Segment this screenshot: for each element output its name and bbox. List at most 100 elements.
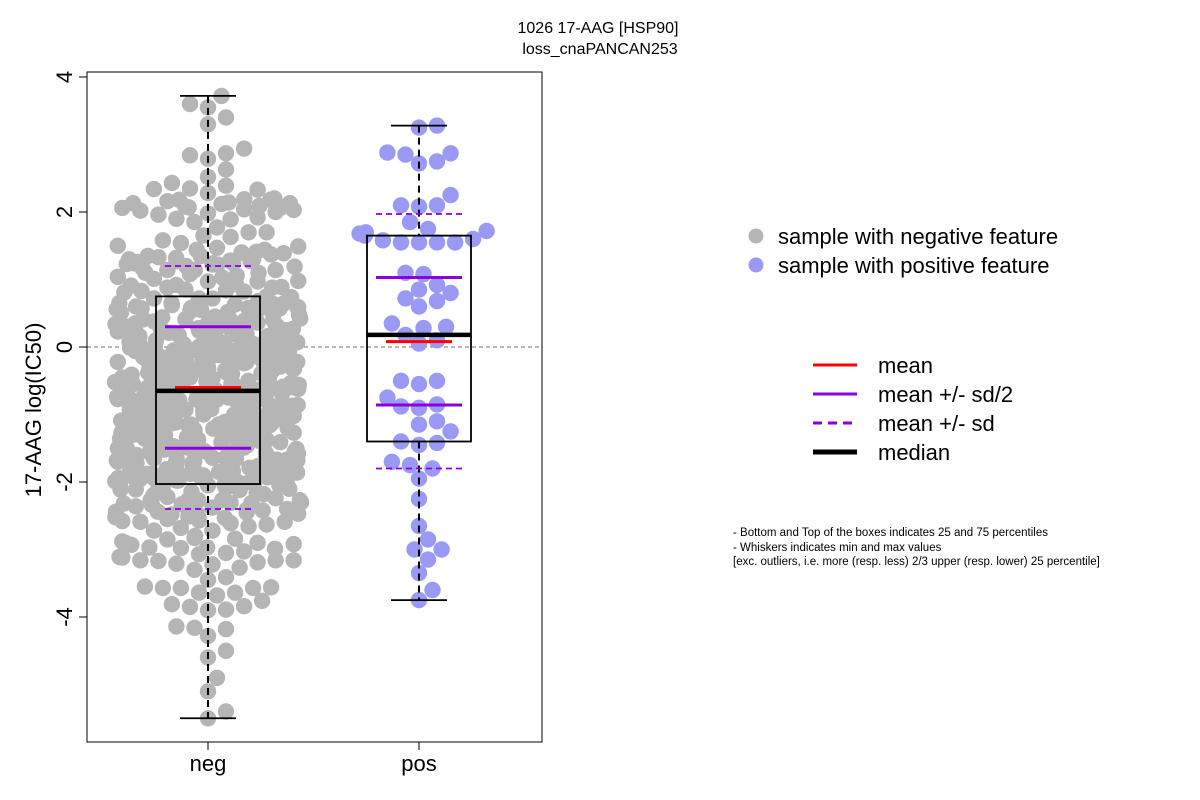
point-pos bbox=[401, 456, 419, 474]
point-neg bbox=[233, 244, 250, 261]
point-neg bbox=[199, 99, 217, 116]
point-neg bbox=[226, 296, 244, 313]
point-neg bbox=[208, 219, 226, 236]
point-neg bbox=[249, 554, 266, 571]
point-neg bbox=[217, 109, 235, 126]
point-neg bbox=[124, 195, 142, 212]
point-neg bbox=[226, 530, 244, 547]
point-neg bbox=[199, 205, 217, 222]
point-neg bbox=[236, 191, 253, 208]
point-pos bbox=[392, 197, 410, 214]
point-pos bbox=[428, 434, 446, 452]
chart-title-line1: 1026 17-AAG [HSP90] bbox=[518, 20, 679, 37]
point-neg bbox=[217, 703, 235, 720]
point-neg bbox=[168, 210, 185, 227]
point-neg bbox=[145, 180, 163, 198]
point-neg bbox=[144, 465, 161, 483]
chart-title-line2: loss_cnaPANCAN253 bbox=[522, 41, 677, 58]
point-pos bbox=[410, 298, 428, 315]
point-neg bbox=[109, 268, 127, 285]
point-neg bbox=[186, 213, 203, 231]
point-neg bbox=[163, 596, 181, 613]
point-neg bbox=[266, 540, 284, 557]
point-neg bbox=[204, 522, 221, 539]
point-neg bbox=[188, 241, 205, 258]
point-pos bbox=[410, 399, 428, 416]
point-pos bbox=[383, 315, 401, 332]
point-neg bbox=[145, 522, 163, 539]
point-pos bbox=[410, 490, 428, 508]
point-pos bbox=[428, 234, 446, 251]
point-neg bbox=[258, 431, 275, 449]
y-tick-label: 4 bbox=[52, 71, 77, 83]
point-neg bbox=[216, 509, 233, 526]
point-neg bbox=[222, 211, 239, 228]
point-pos bbox=[428, 413, 446, 430]
point-neg bbox=[181, 598, 199, 616]
point-neg bbox=[167, 414, 184, 431]
point-pos bbox=[419, 220, 437, 238]
point-neg bbox=[172, 539, 190, 557]
legend-point-label: sample with positive feature bbox=[778, 253, 1049, 278]
point-neg bbox=[120, 251, 138, 268]
point-pos bbox=[392, 234, 410, 251]
point-neg bbox=[235, 140, 253, 157]
point-neg bbox=[286, 258, 303, 275]
point-neg bbox=[182, 416, 200, 433]
legend-line-label: median bbox=[878, 440, 950, 465]
point-neg bbox=[220, 389, 237, 406]
point-pos bbox=[374, 232, 392, 249]
y-tick-label: -4 bbox=[52, 607, 77, 627]
point-neg bbox=[190, 584, 208, 601]
point-neg bbox=[122, 277, 140, 294]
point-neg bbox=[214, 269, 231, 286]
point-pos bbox=[428, 292, 446, 310]
point-neg bbox=[240, 372, 257, 389]
note-line-3: [exc. outliers, i.e. more (resp. less) 2… bbox=[733, 556, 1100, 568]
point-neg bbox=[111, 548, 128, 566]
point-pos bbox=[428, 276, 446, 294]
point-neg bbox=[217, 145, 235, 162]
point-neg bbox=[240, 224, 257, 241]
point-neg bbox=[141, 539, 158, 556]
point-pos bbox=[357, 224, 374, 241]
point-pos bbox=[424, 460, 441, 477]
point-neg bbox=[110, 469, 127, 487]
point-neg bbox=[258, 516, 275, 533]
point-neg bbox=[267, 261, 284, 279]
point-pos bbox=[415, 265, 432, 283]
point-neg bbox=[231, 559, 248, 576]
y-axis-label: 17-AAG log(IC50) bbox=[21, 323, 46, 498]
point-neg bbox=[217, 177, 235, 194]
point-neg bbox=[220, 194, 237, 211]
point-neg bbox=[168, 249, 185, 267]
point-neg bbox=[199, 168, 217, 186]
y-tick-label: 2 bbox=[52, 206, 77, 218]
point-neg bbox=[163, 294, 180, 312]
point-neg bbox=[217, 601, 235, 618]
legend-points: sample with negative feature sample with … bbox=[748, 224, 1058, 278]
data-points bbox=[106, 87, 495, 727]
point-pos bbox=[442, 145, 459, 162]
boxplot-pos bbox=[366, 124, 472, 602]
point-neg bbox=[282, 375, 299, 392]
point-neg bbox=[136, 578, 154, 595]
note-line-1: - Bottom and Top of the boxes indicates … bbox=[733, 527, 1048, 539]
point-pos bbox=[410, 335, 428, 352]
point-pos bbox=[410, 281, 428, 298]
point-pos bbox=[410, 416, 428, 433]
y-tick-label: -2 bbox=[52, 472, 77, 492]
plot-area bbox=[86, 71, 543, 743]
y-axis: -4 -2 0 2 4 bbox=[52, 71, 87, 627]
point-neg bbox=[244, 579, 262, 597]
point-neg bbox=[266, 190, 283, 207]
point-pos bbox=[410, 564, 428, 582]
point-neg bbox=[206, 308, 224, 325]
point-neg bbox=[217, 161, 235, 178]
point-neg bbox=[150, 552, 167, 570]
point-neg bbox=[285, 552, 302, 569]
point-neg bbox=[168, 618, 185, 635]
point-neg bbox=[154, 309, 171, 326]
point-neg bbox=[186, 561, 203, 578]
